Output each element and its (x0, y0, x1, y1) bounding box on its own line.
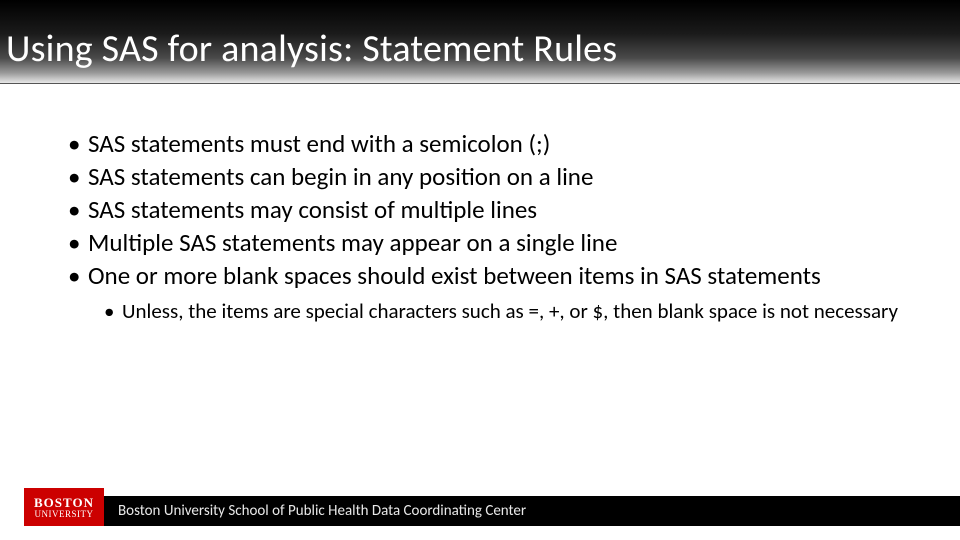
slide: Using SAS for analysis: Statement Rules … (0, 0, 960, 540)
bullet-text: One or more blank spaces should exist be… (88, 260, 821, 291)
bullet-list: SAS statements must end with a semicolon… (68, 128, 920, 325)
slide-title: Using SAS for analysis: Statement Rules (6, 26, 617, 72)
list-item: Unless, the items are special characters… (104, 298, 920, 325)
university-logo: BOSTON UNIVERSITY (24, 488, 104, 526)
logo-line-2: UNIVERSITY (35, 510, 94, 519)
bullet-text: SAS statements may consist of multiple l… (88, 194, 537, 225)
list-item: Multiple SAS statements may appear on a … (68, 227, 920, 259)
logo-line-1: BOSTON (34, 496, 94, 509)
content-area: SAS statements must end with a semicolon… (68, 128, 920, 326)
list-item: SAS statements can begin in any position… (68, 161, 920, 193)
bullet-text: Multiple SAS statements may appear on a … (88, 227, 617, 258)
title-bar: Using SAS for analysis: Statement Rules (0, 0, 960, 84)
footer: BOSTON UNIVERSITY Boston University Scho… (0, 495, 960, 540)
bullet-text: SAS statements can begin in any position… (88, 161, 593, 192)
bullet-text: SAS statements must end with a semicolon… (88, 128, 550, 159)
footer-bar: Boston University School of Public Healt… (104, 496, 960, 526)
list-item: One or more blank spaces should exist be… (68, 260, 920, 325)
sub-bullet-text: Unless, the items are special characters… (122, 298, 898, 324)
footer-text: Boston University School of Public Healt… (118, 502, 526, 520)
list-item: SAS statements may consist of multiple l… (68, 194, 920, 226)
list-item: SAS statements must end with a semicolon… (68, 128, 920, 160)
sub-bullet-list: Unless, the items are special characters… (88, 298, 920, 325)
